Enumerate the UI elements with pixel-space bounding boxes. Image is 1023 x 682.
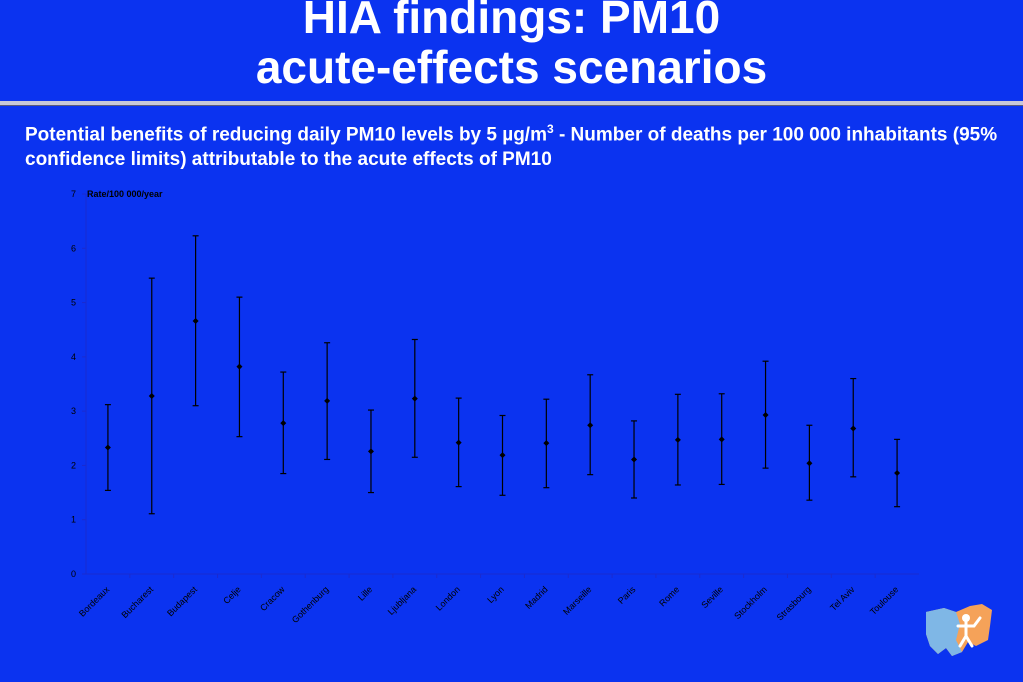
- data-point: [236, 363, 243, 370]
- x-tick-label: Budapest: [165, 584, 199, 618]
- x-tick-label: Tel Aviv: [828, 584, 857, 613]
- data-point: [411, 395, 418, 402]
- title-divider: [0, 101, 1023, 106]
- data-point: [762, 411, 769, 418]
- x-tick-label: Rome: [657, 584, 681, 608]
- data-point: [280, 420, 287, 427]
- title-line-2: acute-effects scenarios: [255, 41, 768, 93]
- x-tick-label: Bucharest: [119, 584, 155, 620]
- data-point: [543, 440, 550, 447]
- subtitle-text-1: Potential benefits of reducing daily PM1…: [25, 124, 547, 146]
- data-point: [674, 436, 681, 443]
- data-point: [104, 444, 111, 451]
- data-point: [718, 436, 725, 443]
- x-tick-label: Cracow: [258, 584, 287, 613]
- data-point: [148, 392, 155, 399]
- x-tick-label: Toulouse: [868, 584, 901, 617]
- data-point: [850, 425, 857, 432]
- y-tick-label: 5: [71, 298, 76, 308]
- y-tick-label: 7: [71, 189, 76, 199]
- y-axis-label: Rate/100 000/year: [87, 189, 163, 199]
- x-tick-label: Stockholm: [732, 584, 769, 621]
- data-point: [324, 397, 331, 404]
- x-tick-label: Marseille: [561, 584, 594, 617]
- x-tick-label: Paris: [616, 584, 638, 606]
- data-point: [367, 448, 374, 455]
- y-tick-label: 2: [71, 460, 76, 470]
- data-point: [192, 318, 199, 325]
- y-tick-label: 1: [71, 515, 76, 525]
- who-europe-map-logo-icon: [926, 604, 992, 656]
- x-tick-label: Bordeaux: [77, 584, 112, 619]
- x-tick-label: Lyon: [485, 584, 506, 605]
- page-title: HIA findings: PM10 acute-effects scenari…: [0, 0, 1023, 92]
- x-tick-label: Celje: [221, 584, 243, 606]
- data-point: [499, 452, 506, 459]
- subtitle-superscript: 3: [546, 122, 554, 136]
- errorbar-chart: 0 1 2 3 4 5 6 7 Rate/100 000/year Bordeaux Buchare…: [71, 189, 919, 625]
- subtitle-text-2: - Number of deaths per 100 000 inhabitan…: [25, 124, 998, 171]
- data-point: [455, 439, 462, 446]
- y-tick-label: 6: [71, 243, 76, 253]
- chart-subtitle: Potential benefits of reducing daily PM1…: [25, 117, 1015, 172]
- x-tick-label: Madrid: [523, 584, 550, 611]
- x-tick-label: Ljubljana: [386, 584, 419, 617]
- x-tick-label: Strasbourg: [775, 584, 813, 622]
- x-tick-label: London: [434, 584, 462, 612]
- data-point: [806, 460, 813, 467]
- data-point: [587, 422, 594, 429]
- title-line-1: HIA findings: PM10: [302, 0, 721, 43]
- data-point: [631, 456, 638, 463]
- x-tick-label: Seville: [699, 584, 725, 610]
- x-tick-label: Gothenburg: [290, 584, 331, 625]
- data-point: [894, 470, 901, 477]
- x-tick-label: Lille: [356, 584, 374, 602]
- y-tick-label: 0: [71, 569, 76, 579]
- y-tick-label: 4: [71, 352, 76, 362]
- y-tick-label: 3: [71, 406, 76, 416]
